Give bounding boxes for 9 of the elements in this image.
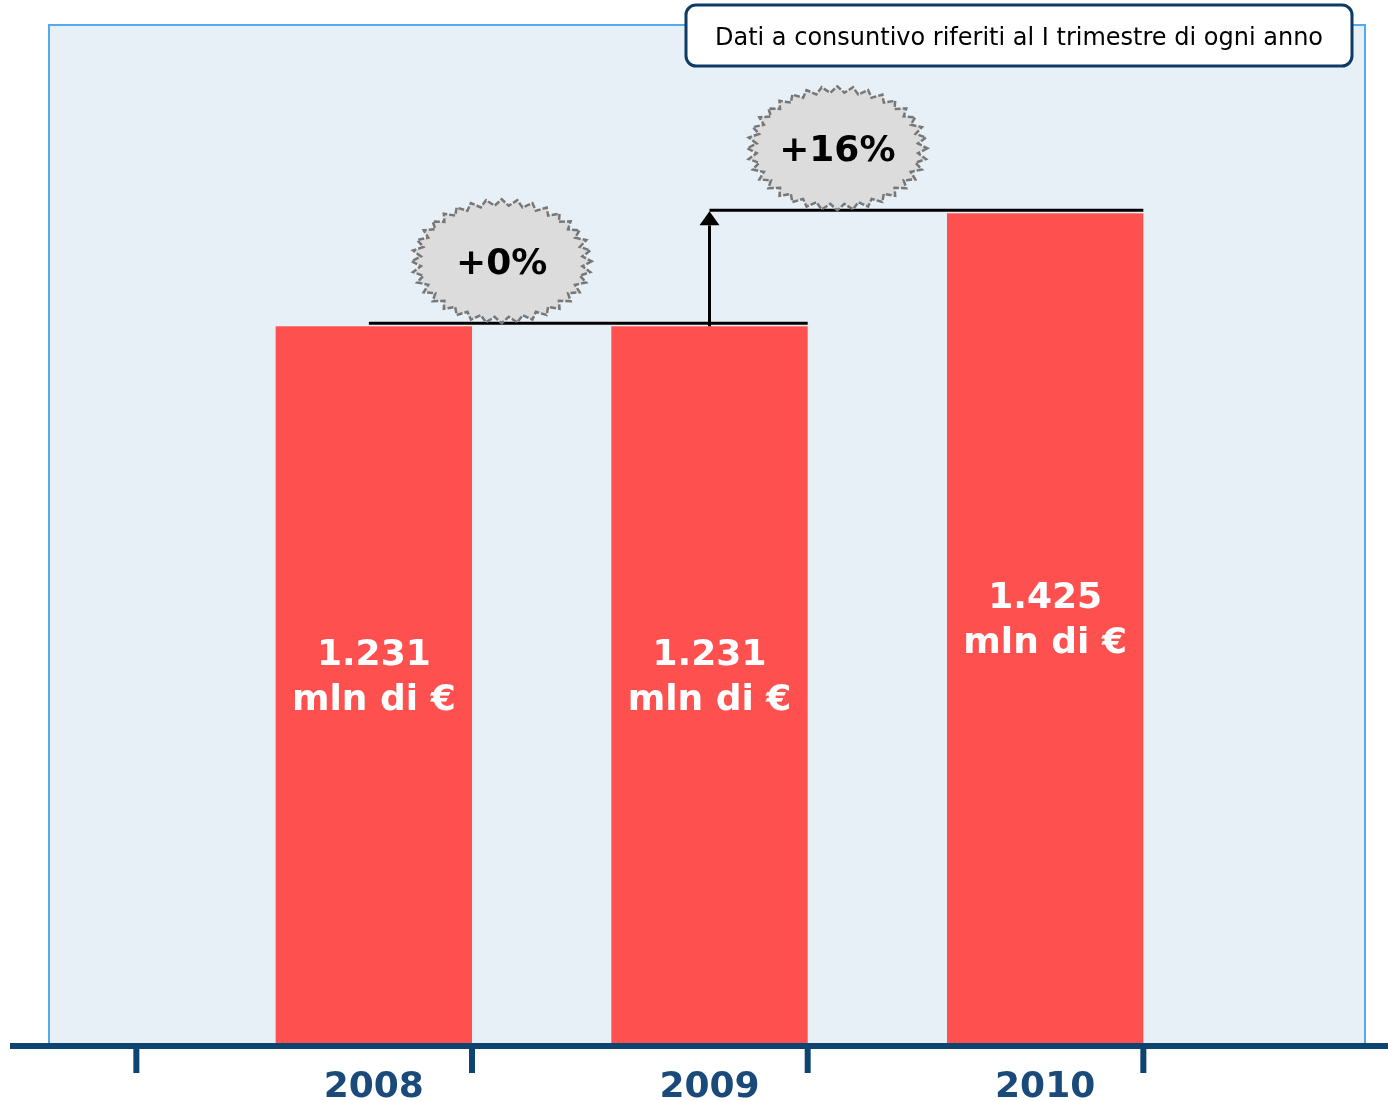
x-tick-label: 2009 [659,1064,760,1101]
text: Dati a consuntivo riferiti al I trimestre di ogni anno [714,23,1324,51]
text: +16% [779,128,896,170]
x-tick-label: 2008 [323,1064,424,1101]
data-label: 1.231 mln di € [291,631,456,718]
data-label: 1.231 mln di € [627,631,792,718]
x-tick-label: 2010 [995,1064,1096,1101]
annotation: +0% [456,241,548,283]
data-label: 1.425 mln di € [963,575,1128,662]
